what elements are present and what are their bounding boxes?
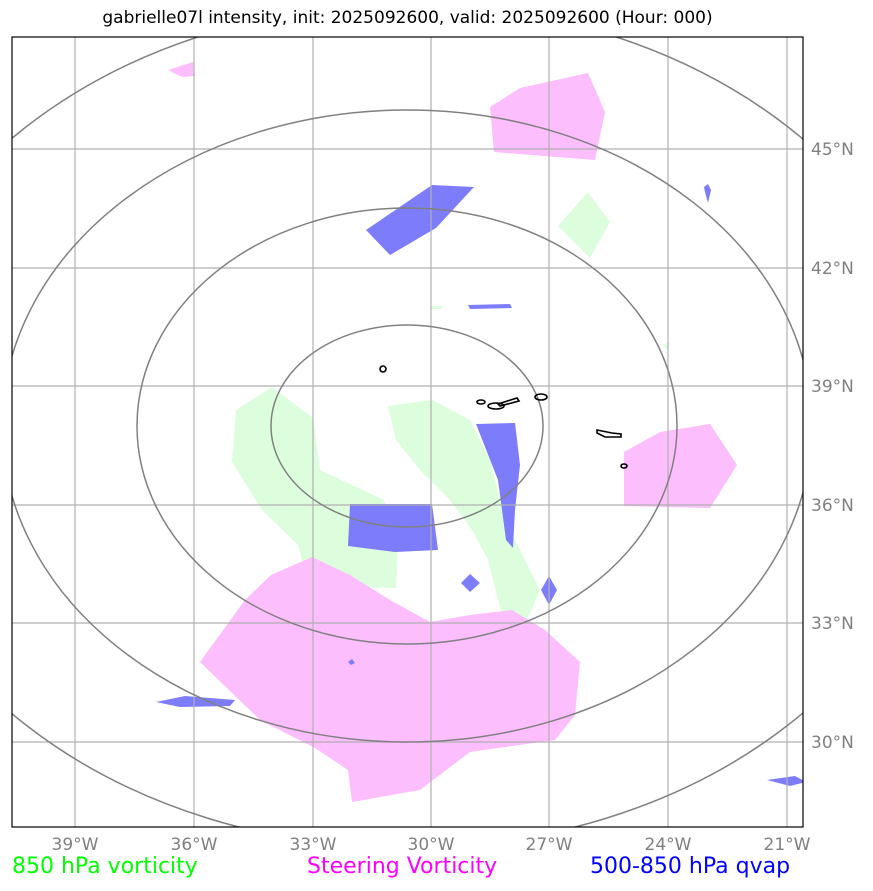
map-frame: [11, 36, 804, 828]
y-tick-labels: 45°N 42°N 39°N 36°N 33°N 30°N: [811, 140, 854, 753]
x-tick-label: 21°W: [764, 835, 811, 855]
y-tick-label: 42°N: [811, 259, 854, 279]
y-tick-label: 39°N: [811, 377, 854, 397]
x-tick-label: 36°W: [171, 835, 218, 855]
legend-steering-vorticity: Steering Vorticity: [307, 854, 498, 879]
range-rings: [12, 37, 803, 827]
x-tick-label: 24°W: [645, 835, 692, 855]
legend-850-vorticity: 850 hPa vorticity: [12, 854, 198, 879]
y-tick-label: 36°N: [811, 496, 854, 516]
intensity-contours: [379, 365, 628, 469]
x-tick-label: 33°W: [290, 835, 337, 855]
legend-500-850-qvap: 500-850 hPa qvap: [590, 854, 791, 879]
qvap-fill: [156, 184, 803, 786]
y-tick-label: 33°N: [811, 614, 854, 634]
y-tick-label: 45°N: [811, 140, 854, 160]
graticule: [12, 37, 803, 827]
vorticity-850-fill: [232, 192, 670, 625]
x-tick-labels: 39°W 36°W 33°W 30°W 27°W 24°W 21°W: [52, 835, 811, 855]
x-tick-label: 39°W: [52, 835, 99, 855]
x-tick-label: 27°W: [526, 835, 573, 855]
y-tick-label: 30°N: [811, 733, 854, 753]
x-tick-label: 30°W: [408, 835, 455, 855]
plot-title: gabrielle07l intensity, init: 2025092600…: [102, 8, 713, 28]
